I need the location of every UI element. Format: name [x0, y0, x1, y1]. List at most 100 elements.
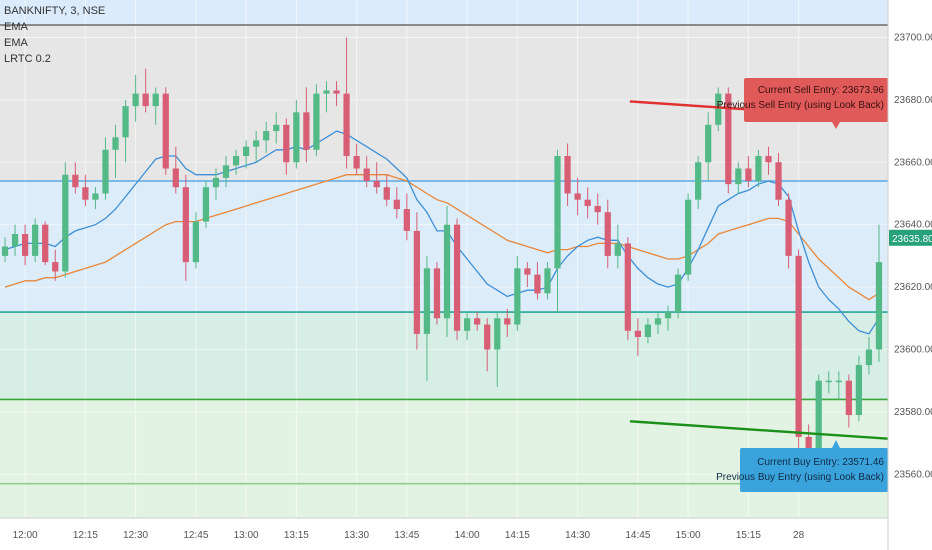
candle-body [725, 93, 732, 185]
candle-body [554, 156, 561, 269]
candle-body [584, 199, 591, 206]
candle-body [614, 243, 621, 256]
y-tick-label: 23620.00 [894, 282, 932, 293]
candle-body [624, 243, 631, 331]
y-tick-label: 23660.00 [894, 157, 932, 168]
ema-slow-line [4, 174, 880, 301]
buy-entry-pointer [832, 440, 840, 448]
candle-body [474, 318, 481, 325]
candle-body [684, 199, 692, 275]
candle-body [735, 168, 742, 185]
candle-body [62, 174, 69, 272]
candle-body [142, 93, 149, 107]
candle-body [403, 209, 410, 231]
x-tick-label: 14:15 [505, 530, 530, 541]
candle-body [504, 318, 511, 325]
candle-body [514, 268, 521, 325]
candle-body [544, 268, 551, 294]
y-tick-label: 23640.00 [894, 220, 932, 231]
x-tick-label: 14:00 [455, 530, 480, 541]
candle-body [715, 93, 722, 125]
candle-body [343, 93, 350, 157]
indicator-legend-item: EMA [4, 37, 29, 49]
candle-body [283, 124, 290, 163]
candle-body [594, 205, 601, 213]
candle-body [755, 156, 762, 181]
candle-body [202, 187, 210, 222]
candle-body [293, 112, 300, 163]
candle-body [484, 324, 491, 350]
candle-body [855, 365, 863, 416]
candle-body [11, 234, 19, 247]
candle-body [102, 149, 109, 194]
indicator-legend-item: EMA [4, 21, 29, 33]
candle-body [232, 156, 240, 166]
chart-title: BANKNIFTY, 3, NSE [4, 5, 105, 17]
candle-body [634, 330, 642, 338]
x-tick-label: 12:15 [73, 530, 98, 541]
candle-body [443, 224, 451, 319]
candle-body [413, 230, 421, 334]
x-tick-label: 28 [793, 530, 805, 541]
candle-body [453, 224, 461, 331]
y-tick-label: 23700.00 [894, 32, 932, 43]
candle-body [162, 93, 169, 169]
candle-body [564, 156, 571, 194]
candle-body [765, 156, 772, 163]
candle-body [695, 162, 702, 200]
candle-body [463, 318, 471, 331]
candle-body [152, 93, 159, 107]
candle-body [433, 268, 441, 319]
candle-body [72, 174, 79, 188]
candle-body [534, 274, 541, 294]
candle-body [494, 318, 501, 350]
candle-body [705, 124, 712, 163]
candle-body [654, 318, 662, 325]
candle-body [604, 212, 611, 256]
x-tick-label: 13:30 [344, 530, 369, 541]
candle-body [192, 221, 200, 263]
candle-body [423, 268, 431, 334]
buy-entry-label: Current Buy Entry: 23571.46 [757, 457, 884, 468]
bg-lower-zone [0, 312, 888, 400]
candle-body [393, 199, 400, 210]
candle-body [775, 162, 782, 200]
candle-body [112, 137, 119, 150]
candle-body [835, 380, 842, 383]
candle-body [42, 224, 49, 263]
candle-body [644, 324, 652, 338]
candle-body [132, 93, 139, 107]
x-tick-label: 12:00 [13, 530, 38, 541]
x-tick-label: 12:30 [123, 530, 148, 541]
candle-body [82, 187, 89, 200]
x-tick-label: 13:00 [234, 530, 259, 541]
candle-body [92, 193, 99, 200]
x-tick-label: 14:45 [625, 530, 650, 541]
candle-body [52, 262, 59, 272]
candle-body [865, 349, 873, 366]
candle-body [333, 90, 340, 94]
candle-body [263, 131, 270, 141]
last-price-badge [889, 229, 932, 246]
y-tick-label: 23580.00 [894, 407, 932, 418]
x-tick-label: 15:15 [736, 530, 761, 541]
candle-body [21, 234, 29, 256]
candle-body [805, 436, 812, 459]
candle-body [785, 199, 792, 256]
candle-body [845, 380, 852, 416]
candle-body [242, 146, 250, 157]
candle-body [273, 124, 280, 132]
y-tick-label: 23600.00 [894, 344, 932, 355]
indicator-legend-item: LRTC 0.2 [4, 53, 51, 65]
ema-fast-line [4, 130, 880, 335]
candle-body [664, 312, 672, 319]
x-tick-label: 14:30 [565, 530, 590, 541]
candle-body [303, 112, 310, 150]
candle-body [313, 93, 320, 150]
candle-body [383, 187, 390, 200]
candle-body [674, 274, 682, 313]
candle-body [745, 168, 752, 181]
candle-body [122, 106, 129, 138]
sell-entry-box [744, 78, 888, 122]
